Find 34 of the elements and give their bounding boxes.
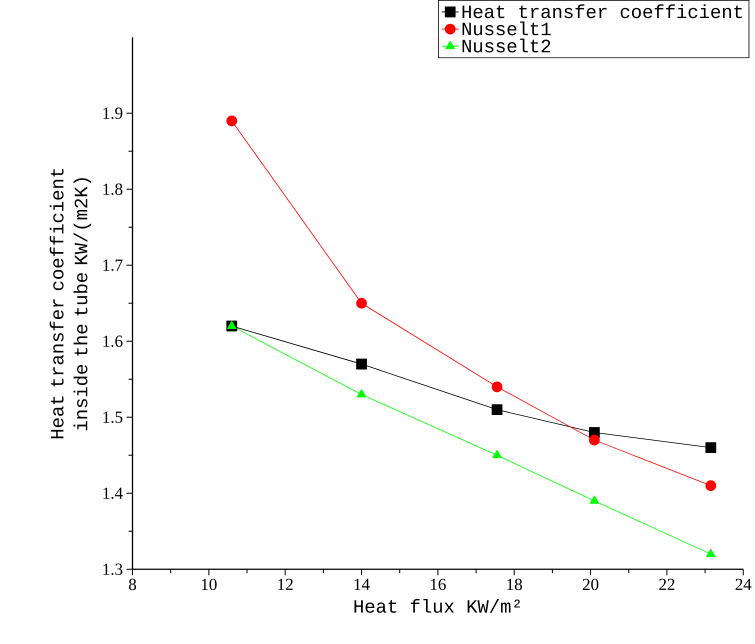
point <box>356 298 367 309</box>
y-tick-label: 1.5 <box>103 412 122 423</box>
y-tick-label: 1.8 <box>103 184 122 195</box>
x-tick-label: 14 <box>354 578 370 590</box>
x-tick-label: 24 <box>736 578 752 590</box>
legend-label: Nusselt1 <box>462 21 551 36</box>
point <box>705 442 716 454</box>
x-tick-label: 20 <box>582 578 598 590</box>
x-tick-label: 22 <box>659 578 674 590</box>
x-tick-label: 12 <box>278 578 293 590</box>
point <box>590 495 600 504</box>
point <box>492 381 502 392</box>
point <box>356 358 367 370</box>
x-tick-label: 16 <box>430 578 446 590</box>
y-tick-label: 1.9 <box>103 108 122 119</box>
point <box>492 450 502 458</box>
y-tick-label: 1.6 <box>103 336 123 347</box>
point <box>589 434 600 446</box>
point <box>356 389 366 398</box>
y-tick-label: 1.3 <box>103 564 122 575</box>
point <box>705 480 716 492</box>
y-axis-title: Heat transfer coefficient inside the tube KW/(m2K) <box>50 168 92 438</box>
point <box>706 548 716 557</box>
point <box>226 115 238 126</box>
point <box>227 320 236 329</box>
point <box>492 404 502 416</box>
legend-label: Nusselt2 <box>462 38 550 52</box>
legend-label: Heat transfer coefficient <box>462 4 742 18</box>
y-tick-label: 1.7 <box>103 260 123 271</box>
y-tick-label: 1.4 <box>103 488 123 499</box>
x-tick-label: 10 <box>202 578 217 590</box>
x-tick-label: 18 <box>507 578 522 590</box>
x-axis-title: Heat flux KW/m² <box>354 598 520 613</box>
x-tick-label: 8 <box>128 578 136 590</box>
